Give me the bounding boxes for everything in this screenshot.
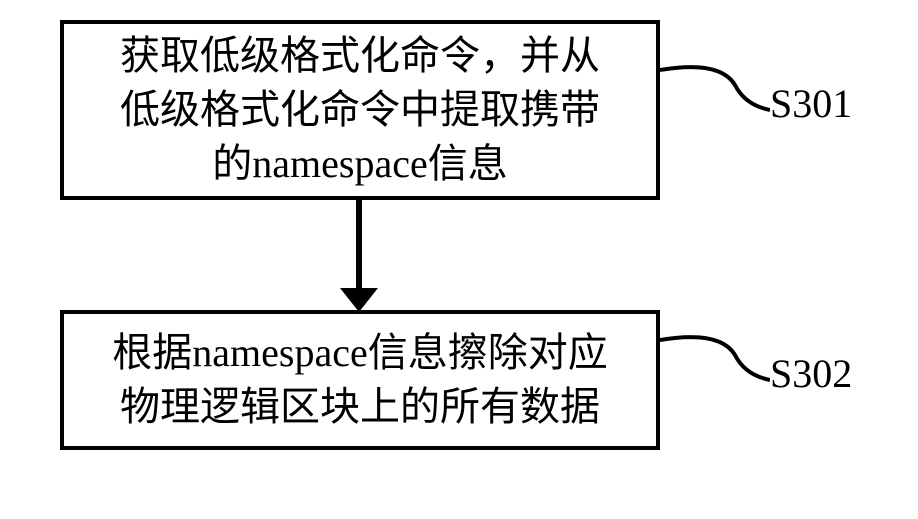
step-label-s302: S302 [770,350,852,397]
flow-node-step2: 根据namespace信息擦除对应 物理逻辑区块上的所有数据 [60,310,660,450]
flowchart-container: 获取低级格式化命令，并从 低级格式化命令中提取携带 的namespace信息 S… [0,0,918,519]
flow-node-step1: 获取低级格式化命令，并从 低级格式化命令中提取携带 的namespace信息 [60,20,660,200]
leader-line-step1 [660,60,770,120]
step-label-s301: S301 [770,80,852,127]
flow-edge-1-head [340,288,378,312]
leader-line-step2 [660,330,770,390]
flow-edge-1-line [356,200,362,292]
flow-node-step2-text: 根据namespace信息擦除对应 物理逻辑区块上的所有数据 [112,326,607,434]
flow-node-step1-text: 获取低级格式化命令，并从 低级格式化命令中提取携带 的namespace信息 [120,29,600,191]
